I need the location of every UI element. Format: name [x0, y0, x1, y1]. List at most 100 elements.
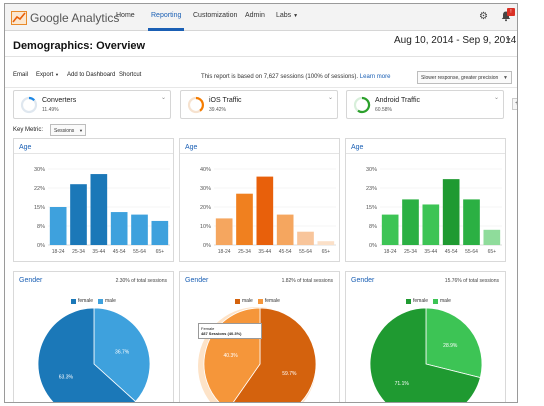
panel-title[interactable]: Gender [351, 277, 375, 284]
legend-swatch [406, 298, 411, 304]
chevron-down-icon[interactable]: ⌄ [493, 95, 499, 101]
nav-labs-label: Labs [276, 12, 292, 19]
pie-tooltip: Female 487 Sessions (40.3%) [198, 323, 262, 339]
shortcut-button[interactable]: Shortcut [119, 72, 142, 78]
divider [5, 87, 517, 88]
nav-admin[interactable]: Admin [245, 12, 265, 19]
slice-value-label: 36.7% [115, 350, 130, 356]
pie-slice [425, 307, 483, 379]
segment-converters[interactable]: Converters 11.49% ⌄ [13, 90, 171, 119]
x-tick-label: 55-64 [299, 249, 312, 255]
panel-title[interactable]: Gender [185, 277, 209, 284]
age-bar [49, 207, 67, 245]
key-metric-select[interactable]: Sessions ▼ [50, 124, 86, 136]
precision-select[interactable]: Slower response, greater precision ▼ [417, 71, 512, 84]
x-tick-label: 25-34 [238, 249, 251, 255]
y-tick-label: 15% [34, 205, 45, 211]
add-segment-button[interactable]: + [512, 98, 517, 110]
analytics-logo-icon [11, 11, 27, 25]
divider [346, 153, 505, 154]
pie-slice [232, 307, 317, 402]
tooltip-value: 487 Sessions (40.3%) [201, 331, 242, 336]
age-bar [381, 214, 399, 245]
share-note: 1.82% of total sessions [281, 278, 333, 284]
x-tick-label: 45-54 [279, 249, 292, 255]
x-tick-label: 35-44 [424, 249, 437, 255]
pie-slice [369, 307, 481, 402]
legend-swatch [257, 298, 263, 304]
y-tick-label: 10% [200, 224, 211, 230]
nav-home[interactable]: Home [116, 12, 135, 19]
x-tick-label: 55-64 [465, 249, 478, 255]
active-nav-indicator [148, 28, 184, 31]
segment-ring-icon [20, 96, 38, 114]
age-bar [297, 231, 314, 245]
x-tick-label: 45-54 [113, 249, 126, 255]
export-label: Export [36, 72, 54, 78]
divider [5, 56, 517, 57]
key-metric-value: Sessions [54, 128, 75, 134]
date-range-selector[interactable]: Aug 10, 2014 - Sep 9, 2014 [394, 35, 517, 46]
nav-labs[interactable]: Labs ▼ [276, 12, 298, 19]
panel-title[interactable]: Age [19, 144, 32, 151]
learn-more-link[interactable]: Learn more [359, 74, 391, 80]
sampling-note: This report is based on 7,627 sessions (… [201, 74, 390, 80]
x-tick-label: 65+ [322, 249, 331, 255]
panel-title[interactable]: Age [185, 144, 198, 151]
y-tick-label: 23% [366, 186, 377, 192]
x-tick-label: 25-34 [72, 249, 85, 255]
add-to-dashboard-button[interactable]: Add to Dashboard [67, 72, 116, 78]
chevron-down-icon[interactable]: ▼ [505, 37, 512, 44]
age-bar [442, 179, 460, 245]
gear-icon[interactable]: ⚙ [479, 11, 488, 22]
chevron-down-icon: ▼ [503, 75, 508, 81]
age-bar [151, 220, 169, 245]
age-bar-chart: 0% 10% 20% 30% 40% 18-24 25-34 35-44 45-54 55-64 6… [200, 167, 336, 255]
y-tick-label: 0% [203, 243, 211, 249]
y-tick-label: 8% [369, 224, 377, 230]
x-tick-label: 18-24 [52, 249, 65, 255]
y-tick-label: 8% [37, 224, 45, 230]
age-bar [317, 241, 335, 245]
age-bar [422, 204, 440, 245]
email-button[interactable]: Email [13, 72, 29, 78]
panel-title[interactable]: Age [351, 144, 364, 151]
y-tick-label: 0% [369, 243, 377, 249]
age-bar [402, 199, 419, 245]
pie-slice [37, 307, 137, 402]
top-nav: Google Analytics Home Reporting Customiz… [5, 4, 517, 31]
segment-name: iOS Traffic [209, 97, 242, 104]
slice-value-label: 59.7% [282, 371, 297, 377]
ga-logo[interactable]: Google Analytics [11, 10, 119, 26]
legend-swatch [235, 298, 240, 304]
segment-android-traffic[interactable]: Android Traffic 60.58% ⌄ [346, 90, 504, 119]
chevron-down-icon[interactable]: ⌄ [327, 95, 333, 101]
export-button[interactable]: Export ▼ [36, 72, 59, 78]
segment-name: Android Traffic [375, 97, 421, 104]
share-note: 2.30% of total sessions [115, 278, 167, 284]
divider [180, 153, 339, 154]
age-bar [463, 199, 480, 245]
age-bar [483, 229, 501, 245]
key-metric-label: Key Metric: [13, 127, 44, 133]
segment-pct: 39.42% [209, 107, 226, 113]
nav-customization[interactable]: Customization [193, 12, 238, 19]
x-tick-label: 25-34 [404, 249, 417, 255]
pie-slice [93, 307, 151, 402]
x-tick-label: 65+ [156, 249, 165, 255]
segment-ring-icon [187, 96, 205, 114]
y-tick-label: 40% [200, 167, 211, 173]
segment-pct: 11.49% [42, 107, 59, 113]
app-window: Google Analytics Home Reporting Customiz… [4, 3, 518, 403]
segment-ios-traffic[interactable]: iOS Traffic 39.42% ⌄ [180, 90, 338, 119]
legend-swatch [98, 298, 104, 304]
chevron-down-icon[interactable]: ⌄ [160, 95, 166, 101]
chevron-down-icon: ▼ [79, 128, 83, 133]
slice-value-label: 28.9% [443, 343, 458, 349]
legend: male female [230, 298, 280, 304]
nav-reporting[interactable]: Reporting [151, 12, 182, 19]
slice-value-label: 63.3% [59, 374, 74, 380]
sampling-note-text: This report is based on 7,627 sessions (… [201, 74, 359, 80]
segment-pct: 60.58% [375, 107, 392, 113]
panel-title[interactable]: Gender [19, 277, 43, 284]
